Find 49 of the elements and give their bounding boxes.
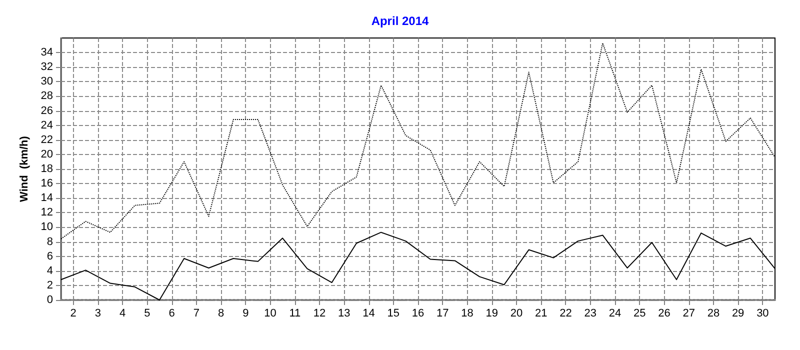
x-tick-label: 15 <box>387 308 400 320</box>
y-tick-label: 28 <box>40 90 53 102</box>
y-tick-label: 20 <box>40 148 53 160</box>
x-tick-label: 9 <box>242 308 249 320</box>
x-tick-label: 5 <box>144 308 150 320</box>
y-tick-label: 32 <box>40 61 53 74</box>
x-tick-label: 22 <box>560 308 572 320</box>
x-tick-label: 16 <box>412 308 424 320</box>
y-tick-label: 0 <box>46 294 53 306</box>
chart-title: April 2014 <box>371 14 429 28</box>
x-tick-label: 17 <box>436 308 449 320</box>
x-tick-label: 21 <box>534 308 548 320</box>
x-tick-label: 29 <box>732 308 744 320</box>
x-tick-label: 19 <box>486 308 498 320</box>
y-tick-label: 6 <box>46 250 53 262</box>
x-tick-label: 18 <box>461 308 474 320</box>
y-tick-label: 14 <box>40 192 53 204</box>
x-tick-label: 26 <box>658 308 670 320</box>
x-tick-label: 24 <box>608 308 622 320</box>
y-tick-label: 8 <box>46 236 53 248</box>
x-tick-label: 6 <box>168 308 175 320</box>
x-tick-label: 7 <box>193 308 200 320</box>
x-tick-label: 3 <box>94 308 101 320</box>
x-tick-label: 2 <box>70 308 76 320</box>
y-tick-label: 26 <box>40 104 53 117</box>
x-tick-label: 23 <box>584 308 596 320</box>
x-tick-label: 25 <box>633 308 646 320</box>
x-tick-label: 28 <box>707 308 720 320</box>
x-tick-label: 11 <box>289 308 301 320</box>
y-tick-label: 16 <box>40 178 53 190</box>
y-axis-title: Wind (km/h) <box>18 136 30 202</box>
y-tick-label: 2 <box>46 279 53 292</box>
y-tick-label: 34 <box>40 46 53 59</box>
y-tick-label: 24 <box>40 119 53 132</box>
y-tick-label: 4 <box>46 264 53 277</box>
y-tick-label: 30 <box>40 76 53 88</box>
x-tick-label: 20 <box>510 308 523 320</box>
y-tick-label: 22 <box>40 134 53 146</box>
x-tick-label: 8 <box>218 308 224 320</box>
x-tick-label: 14 <box>362 308 375 320</box>
x-tick-label: 4 <box>119 308 126 320</box>
x-tick-label: 10 <box>264 308 276 320</box>
x-tick-label: 13 <box>338 308 350 320</box>
x-tick-label: 27 <box>682 308 695 320</box>
x-tick-label: 12 <box>313 308 326 320</box>
y-tick-label: 12 <box>40 206 53 219</box>
y-tick-label: 18 <box>40 163 53 175</box>
x-tick-label: 30 <box>756 308 769 320</box>
y-tick-label: 10 <box>40 221 53 234</box>
